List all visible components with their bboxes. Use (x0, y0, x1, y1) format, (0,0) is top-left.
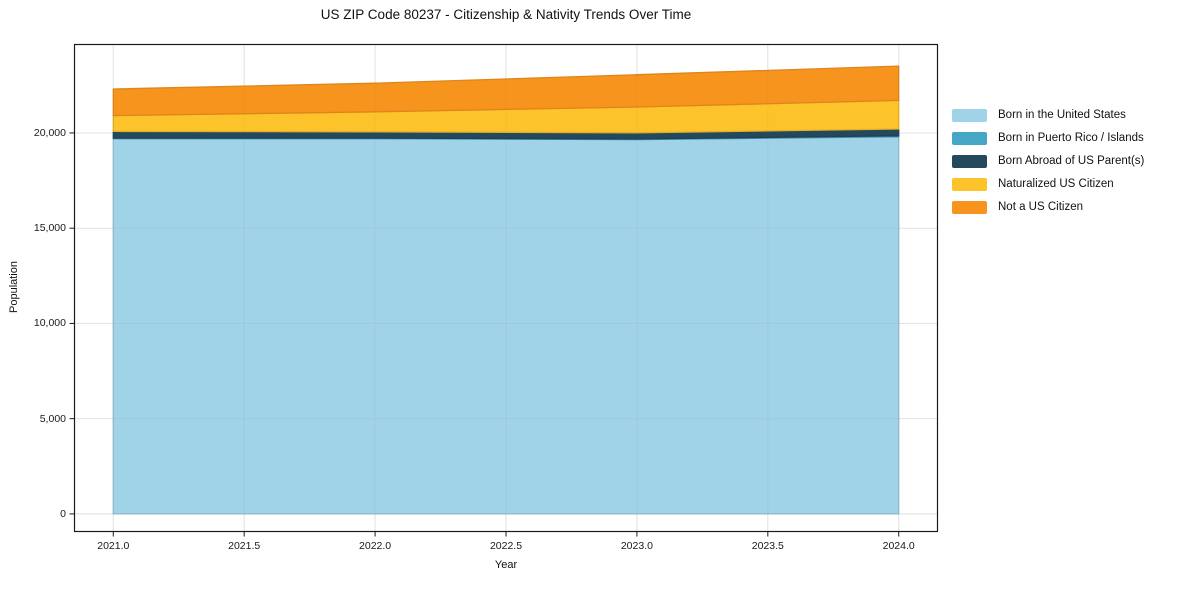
legend-label: Born in Puerto Rico / Islands (998, 132, 1144, 144)
legend-label: Not a US Citizen (998, 201, 1084, 213)
legend-item: Naturalized US Citizen (952, 177, 1144, 191)
y-tick-label: 20,000 (33, 127, 66, 139)
legend-label: Born in the United States (998, 109, 1126, 121)
x-tick-label: 2022.5 (489, 540, 523, 552)
x-tick-label: 2021.5 (228, 540, 261, 552)
x-tick-label: 2023.5 (751, 540, 784, 552)
legend-item: Born in Puerto Rico / Islands (952, 131, 1144, 145)
x-tick-label: 2023.0 (620, 540, 653, 552)
y-tick-label: 5,000 (39, 412, 66, 425)
legend-swatch (952, 200, 987, 214)
legend: Born in the United States Born in Puerto … (952, 108, 1144, 214)
legend-label: Naturalized US Citizen (998, 178, 1114, 190)
y-tick-label: 10,000 (33, 317, 66, 330)
area-not-a-us-citizen (112, 65, 900, 117)
legend-swatch (952, 131, 987, 145)
y-tick-label: 15,000 (33, 222, 66, 235)
plot-border (73, 43, 939, 533)
chart-title: US ZIP Code 80237 - Citizenship & Nativi… (320, 7, 692, 22)
x-tick-label: 2022.0 (359, 540, 392, 552)
x-axis-label: Year (494, 559, 518, 571)
legend-swatch (952, 108, 987, 122)
x-tick-label: 2021.0 (97, 540, 130, 552)
legend-item: Not a US Citizen (952, 200, 1144, 214)
legend-swatch (952, 177, 987, 191)
legend-swatch (952, 154, 987, 168)
y-tick-label: 0 (60, 507, 66, 520)
x-tick-label: 2024.0 (882, 540, 915, 552)
legend-item: Born in the United States (952, 108, 1144, 122)
legend-item: Born Abroad of US Parent(s) (952, 154, 1144, 168)
y-axis-label: Population (8, 261, 20, 313)
legend-label: Born Abroad of US Parent(s) (998, 155, 1145, 167)
